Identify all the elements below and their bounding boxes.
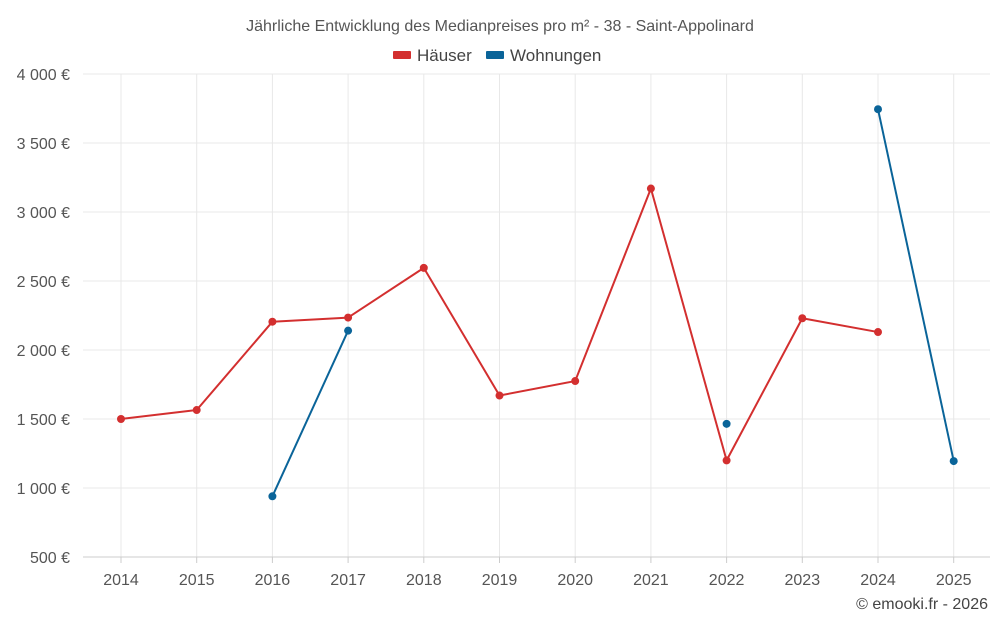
x-tick-label: 2015: [179, 572, 215, 589]
legend-label: Häuser: [417, 46, 472, 65]
grid: [83, 73, 990, 557]
chart-title: Jährliche Entwicklung des Medianpreises …: [246, 18, 754, 35]
y-tick-label: 1 000 €: [17, 481, 70, 498]
data-point[interactable]: [874, 105, 882, 114]
data-point[interactable]: [344, 326, 353, 335]
y-tick-label: 3 500 €: [17, 136, 70, 153]
legend-item-haeuser[interactable]: Häuser: [393, 46, 472, 65]
x-tick-label: 2022: [709, 572, 745, 589]
x-tick-label: 2025: [936, 572, 972, 589]
data-point[interactable]: [798, 314, 807, 323]
data-point[interactable]: [268, 317, 277, 326]
data-point[interactable]: [268, 492, 277, 501]
data-point[interactable]: [722, 419, 731, 428]
series-haeuser: [117, 184, 882, 465]
data-point[interactable]: [192, 406, 201, 415]
legend-swatch: [393, 51, 411, 59]
y-tick-label: 4 000 €: [17, 67, 70, 84]
x-tick-label: 2017: [330, 572, 366, 589]
x-tick-label: 2018: [406, 572, 442, 589]
x-tick-label: 2021: [633, 572, 669, 589]
legend-item-wohnungen[interactable]: Wohnungen: [486, 46, 601, 65]
x-tick-label: 2014: [103, 572, 139, 589]
data-point[interactable]: [495, 391, 504, 400]
axes: 500 € 1 000 € 1 500 € 2 000 € 2 500 € 3 000 €…: [17, 67, 990, 589]
y-tick-label: 1 500 €: [17, 412, 70, 429]
copyright-credit: © emooki.fr - 2026: [856, 596, 988, 613]
y-tick-label: 2 000 €: [17, 343, 70, 360]
data-point[interactable]: [571, 377, 580, 386]
data-point[interactable]: [344, 313, 353, 322]
y-tick-label: 2 500 €: [17, 274, 70, 291]
legend: Häuser Wohnungen: [393, 46, 601, 65]
y-tick-label: 3 000 €: [17, 205, 70, 222]
x-tick-label: 2023: [785, 572, 821, 589]
x-tick-label: 2016: [255, 572, 291, 589]
legend-label: Wohnungen: [510, 46, 601, 65]
series-layer: [117, 105, 958, 501]
series-line: [877, 108, 955, 462]
x-tick-label: 2019: [482, 572, 518, 589]
data-point[interactable]: [419, 263, 428, 272]
data-point[interactable]: [874, 328, 882, 337]
data-point[interactable]: [949, 457, 958, 466]
series-line: [271, 330, 350, 497]
legend-swatch: [486, 51, 504, 59]
series-wohnungen: [268, 105, 958, 501]
y-tick-label: 500 €: [30, 550, 70, 567]
x-tick-label: 2024: [860, 572, 896, 589]
data-point[interactable]: [117, 415, 125, 423]
data-point[interactable]: [722, 456, 731, 465]
x-tick-label: 2020: [557, 572, 593, 589]
data-point[interactable]: [646, 184, 655, 193]
